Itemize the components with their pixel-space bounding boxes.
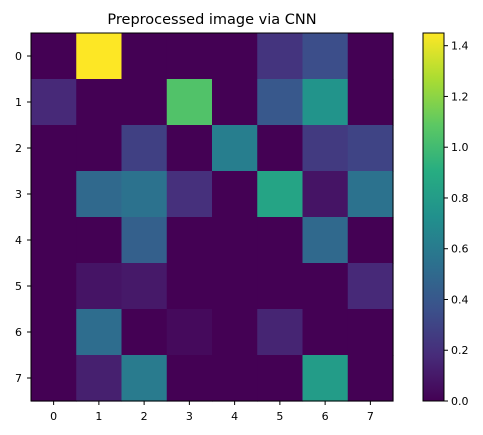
heatmap-cell [302, 125, 349, 172]
plot-frame [30, 32, 394, 402]
heatmap-cell [257, 309, 304, 356]
heatmap-cell [76, 171, 123, 218]
heatmap-cell [31, 263, 77, 310]
heatmap-cell [257, 355, 304, 402]
heatmap-cell [76, 309, 123, 356]
heatmap-cell [31, 309, 77, 356]
heatmap-cell [121, 33, 168, 80]
heatmap-cell [302, 171, 349, 218]
x-tick-label: 3 [186, 410, 193, 423]
heatmap-cell [76, 125, 123, 172]
heatmap-cell [302, 33, 349, 80]
heatmap-cell [212, 217, 258, 264]
heatmap-cell [166, 125, 213, 172]
x-tick-label: 5 [276, 410, 283, 423]
heatmap-cell [31, 33, 77, 80]
heatmap-cell [31, 125, 77, 172]
heatmap-cell [166, 263, 213, 310]
y-tick-label: 3 [15, 188, 22, 201]
heatmap-cell [166, 33, 213, 80]
heatmap-cell [347, 309, 394, 356]
heatmap-cell [302, 79, 349, 126]
x-tick-label: 2 [141, 410, 148, 423]
heatmap-cell [166, 217, 213, 264]
y-tick-label: 2 [15, 142, 22, 155]
colorbar-tick-label: 0.8 [451, 192, 469, 205]
heatmap-cell [302, 263, 349, 310]
x-tick-label: 6 [322, 410, 329, 423]
heatmap-cell [257, 171, 304, 218]
heatmap-cell [347, 125, 394, 172]
heatmap-cell [302, 217, 349, 264]
heatmap-cell [76, 355, 123, 402]
heatmap-cell [257, 217, 304, 264]
colorbar-tick-label: 0.0 [451, 395, 469, 408]
chart-title: Preprocessed image via CNN [107, 12, 316, 28]
heatmap-cell [302, 309, 349, 356]
heatmap-cell [121, 263, 168, 310]
heatmap-cell [347, 263, 394, 310]
heatmap-cell [347, 355, 394, 402]
heatmap-cell [257, 263, 304, 310]
heatmap-cell [31, 171, 77, 218]
y-tick-label: 5 [15, 280, 22, 293]
colorbar-tick-label: 1.4 [451, 40, 469, 53]
heatmap-cell [166, 309, 213, 356]
heatmap-cell [257, 79, 304, 126]
heatmap-cell [212, 171, 258, 218]
heatmap-cell [212, 33, 258, 80]
colorbar-tick-label: 1.0 [451, 141, 469, 154]
x-tick-label: 7 [367, 410, 374, 423]
heatmap-cell [347, 217, 394, 264]
heatmap-cell [121, 171, 168, 218]
colorbar-tick-label: 0.2 [451, 344, 469, 357]
heatmap-cell [31, 79, 77, 126]
y-tick-label: 1 [15, 96, 22, 109]
heatmap-cell [257, 125, 304, 172]
colorbar [422, 32, 445, 402]
heatmap-cell [212, 263, 258, 310]
heatmap-cell [347, 33, 394, 80]
heatmap-cell [166, 171, 213, 218]
y-tick-label: 4 [15, 234, 22, 247]
y-tick-label: 6 [15, 326, 22, 339]
heatmap-cell [347, 79, 394, 126]
y-tick-label: 7 [15, 372, 22, 385]
x-axis: 0 1 2 3 4 5 6 7 [50, 401, 374, 423]
heatmap-cell [76, 217, 123, 264]
heatmap-cell [121, 125, 168, 172]
heatmap-cell [257, 33, 304, 80]
x-tick-label: 4 [231, 410, 238, 423]
colorbar-axis: 0.0 0.2 0.4 0.6 0.8 1.0 1.2 1.4 [444, 40, 469, 408]
heatmap-cell [212, 309, 258, 356]
heatmap-cell [31, 217, 77, 264]
heatmap-cell [76, 33, 123, 80]
heatmap-cell [76, 263, 123, 310]
heatmap-cell [31, 355, 77, 402]
heatmap-cell [166, 79, 213, 126]
y-tick-label: 0 [15, 50, 22, 63]
heatmap-cell [302, 355, 349, 402]
y-axis: 0 1 2 3 4 5 6 7 [15, 50, 31, 385]
heatmap-cell [121, 79, 168, 126]
colorbar-tick-label: 0.6 [451, 243, 469, 256]
heatmap-cell [121, 355, 168, 402]
colorbar-tick-label: 1.2 [451, 90, 469, 103]
heatmap-cell [212, 355, 258, 402]
heatmap-cell [212, 79, 258, 126]
colorbar-tick-label: 0.4 [451, 293, 469, 306]
x-tick-label: 1 [95, 410, 102, 423]
heatmap-cell [347, 171, 394, 218]
heatmap-cell [121, 217, 168, 264]
heatmap-cell [212, 125, 258, 172]
heatmap-cell [121, 309, 168, 356]
heatmap-cell [76, 79, 123, 126]
heatmap-cell [166, 355, 213, 402]
x-tick-label: 0 [50, 410, 57, 423]
heatmap-cells [31, 33, 394, 402]
